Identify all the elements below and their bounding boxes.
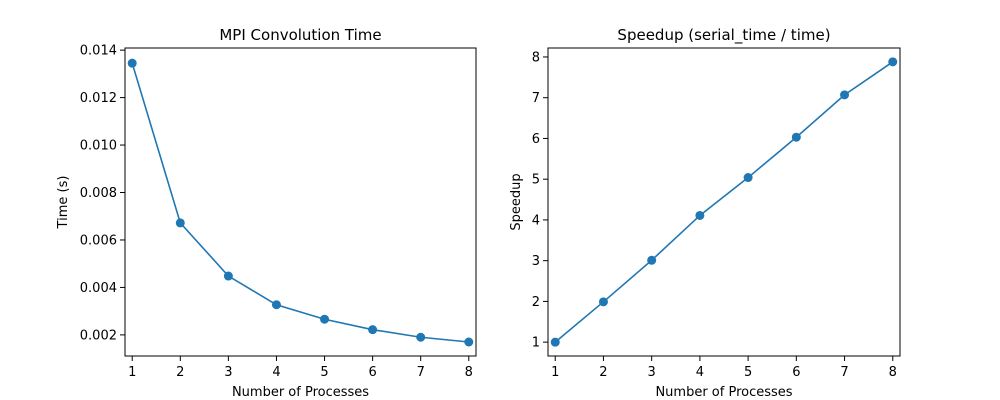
time-chart-y-axis-label: Time (s) (56, 176, 71, 230)
time-x-tick-label: 1 (128, 365, 136, 380)
speedup-y-tick-label: 6 (532, 132, 540, 147)
time-y-tick-label: 0.012 (80, 91, 117, 106)
time-y-tick-label: 0.008 (80, 186, 117, 201)
time-data-point (223, 271, 233, 281)
time-data-point (416, 332, 426, 342)
speedup-data-point (695, 210, 705, 220)
speedup-y-tick-label: 2 (532, 295, 540, 310)
speedup-data-point (550, 337, 560, 347)
speedup-chart-y-axis-label: Speedup (509, 173, 524, 230)
speedup-x-tick-label: 6 (792, 365, 800, 380)
speedup-y-tick-label: 7 (532, 91, 540, 106)
time-chart: MPI Convolution Time 1 2 3 4 5 6 7 8 0.002 0.004 0… (56, 26, 477, 400)
time-y-tick-label: 0.002 (80, 328, 117, 343)
time-x-tick-label: 6 (368, 365, 376, 380)
time-y-tick-label: 0.004 (80, 281, 117, 296)
speedup-data-point (598, 297, 608, 307)
speedup-x-tick-label: 1 (551, 365, 559, 380)
time-y-tick-label: 0.010 (80, 139, 117, 154)
time-chart-plot-area (124, 47, 477, 357)
speedup-x-tick-label: 2 (599, 365, 607, 380)
time-data-point (175, 218, 185, 228)
time-y-tick-label: 0.014 (80, 44, 117, 59)
speedup-chart-marks (550, 57, 898, 347)
speedup-chart: Speedup (serial_time / time) 1 2 3 4 5 6 7 8 1 2 3… (509, 26, 901, 400)
time-data-point (368, 325, 378, 335)
time-x-tick-label: 2 (176, 365, 184, 380)
speedup-chart-x-axis-label: Number of Processes (655, 385, 792, 400)
speedup-y-tick-label: 3 (532, 254, 540, 269)
time-data-point (127, 58, 137, 68)
speedup-chart-ticks: 1 2 3 4 5 6 7 8 1 2 3 4 5 6 7 8 (532, 50, 897, 380)
speedup-y-tick-label: 4 (532, 213, 540, 228)
speedup-y-tick-label: 1 (532, 336, 540, 351)
speedup-series-line (554, 61, 894, 343)
time-y-tick-label: 0.006 (80, 233, 117, 248)
time-x-tick-label: 3 (224, 365, 232, 380)
time-series-line (131, 62, 469, 343)
time-data-point (464, 337, 474, 347)
time-chart-x-axis-label: Number of Processes (232, 385, 369, 400)
speedup-data-point (840, 90, 850, 100)
time-chart-ticks: 1 2 3 4 5 6 7 8 0.002 0.004 0.006 0.008 0.010 0.012 0.… (80, 44, 473, 380)
time-chart-title: MPI Convolution Time (219, 26, 381, 44)
speedup-data-point (791, 132, 801, 142)
speedup-y-tick-label: 8 (532, 50, 540, 65)
time-x-tick-label: 7 (417, 365, 425, 380)
time-data-point (271, 300, 281, 310)
speedup-x-tick-label: 7 (840, 365, 848, 380)
speedup-data-point (647, 255, 657, 265)
speedup-data-point (888, 57, 898, 67)
time-x-tick-label: 8 (465, 365, 473, 380)
speedup-chart-title: Speedup (serial_time / time) (617, 26, 830, 45)
time-chart-marks (127, 58, 474, 347)
speedup-x-tick-label: 8 (889, 365, 897, 380)
speedup-x-tick-label: 5 (744, 365, 752, 380)
time-x-tick-label: 5 (320, 365, 328, 380)
speedup-data-point (743, 173, 753, 183)
speedup-x-tick-label: 4 (696, 365, 704, 380)
time-data-point (320, 314, 330, 324)
speedup-y-tick-label: 5 (532, 173, 540, 188)
time-x-tick-label: 4 (272, 365, 280, 380)
speedup-x-tick-label: 3 (648, 365, 656, 380)
